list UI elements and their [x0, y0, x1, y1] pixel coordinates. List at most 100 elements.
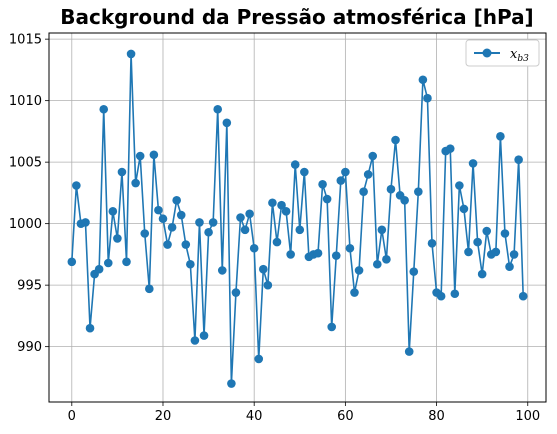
data-point	[414, 187, 423, 196]
data-point	[386, 184, 396, 194]
data-point	[240, 225, 250, 235]
data-point	[99, 104, 109, 114]
data-point	[81, 218, 90, 227]
data-point	[327, 322, 337, 332]
data-point	[113, 234, 122, 243]
data-point	[363, 170, 373, 179]
data-point	[249, 243, 259, 253]
y-tick-label: 1000	[9, 217, 42, 232]
data-point	[377, 225, 387, 235]
data-point	[409, 267, 419, 276]
data-point	[254, 354, 264, 364]
y-tick-label: 1010	[9, 94, 42, 109]
x-tick-label: 100	[515, 409, 540, 424]
data-point	[204, 227, 213, 237]
data-point	[126, 49, 136, 59]
data-point	[496, 132, 505, 141]
data-point	[290, 160, 300, 169]
data-point	[459, 204, 469, 214]
data-point	[140, 229, 150, 238]
x-tick-label: 0	[68, 409, 76, 424]
data-point	[236, 213, 245, 222]
data-point	[117, 167, 127, 177]
data-point	[259, 264, 268, 274]
data-point	[195, 218, 204, 227]
data-point	[263, 280, 273, 290]
data-point	[404, 347, 414, 356]
data-point	[300, 167, 309, 177]
data-point	[450, 289, 460, 299]
data-point	[103, 258, 113, 268]
data-point	[336, 176, 346, 185]
data-point	[514, 155, 523, 164]
data-point	[468, 159, 478, 168]
data-point	[318, 179, 327, 189]
y-tick-label: 1015	[9, 33, 42, 48]
data-point	[108, 207, 118, 216]
data-point	[464, 247, 473, 257]
x-tick-label: 40	[246, 409, 263, 424]
data-point	[213, 104, 223, 114]
data-point	[518, 291, 528, 301]
data-point	[286, 250, 295, 259]
data-point	[372, 259, 382, 269]
data-point	[222, 118, 232, 128]
legend: xb3	[465, 39, 540, 67]
legend-box	[465, 39, 540, 67]
y-tick-label: 995	[17, 279, 42, 294]
data-point	[491, 247, 501, 257]
data-point	[509, 250, 519, 259]
data-point	[154, 205, 163, 215]
data-point	[131, 178, 140, 188]
data-point	[158, 214, 168, 224]
data-point	[359, 187, 368, 196]
axis-ticks: 0 20 40 60 80 100 990 995 1000 1005 1010 1015	[9, 33, 540, 424]
data-point	[382, 255, 391, 264]
data-point	[400, 195, 409, 205]
data-point	[505, 262, 514, 272]
data-point	[281, 207, 291, 216]
data-point	[199, 331, 209, 340]
x-tick-label: 20	[155, 409, 172, 424]
data-point	[176, 210, 186, 220]
data-point	[455, 181, 464, 190]
data-point	[423, 93, 432, 103]
legend-label-main: x	[510, 47, 518, 62]
chart-title: Background da Pressão atmosférica [hPa]	[60, 5, 533, 29]
data-point	[181, 240, 191, 249]
data-point	[436, 291, 446, 301]
data-point	[477, 269, 487, 279]
data-point	[186, 259, 195, 269]
data-point	[295, 225, 305, 235]
data-point	[72, 181, 81, 190]
data-point	[350, 288, 359, 297]
data-point	[331, 251, 341, 260]
data-point	[245, 209, 254, 219]
data-point	[145, 284, 154, 294]
legend-label: xb3	[510, 47, 529, 64]
data-point	[445, 144, 455, 153]
series-layer	[67, 49, 528, 388]
data-point	[135, 151, 145, 161]
data-point	[368, 151, 378, 161]
data-point	[482, 226, 492, 236]
data-point	[231, 288, 241, 297]
data-point	[473, 237, 482, 247]
y-tick-label: 1005	[9, 156, 42, 171]
data-point	[172, 195, 181, 205]
data-point	[122, 257, 131, 267]
data-point	[167, 223, 177, 232]
x-tick-label: 60	[337, 409, 354, 424]
data-point	[94, 264, 104, 274]
data-point	[268, 198, 277, 208]
y-tick-label: 990	[17, 340, 42, 355]
x-tick-label: 80	[428, 409, 445, 424]
legend-label-subscript: b3	[517, 54, 529, 64]
data-point	[341, 167, 350, 177]
data-point	[277, 200, 286, 210]
data-point	[67, 257, 77, 267]
data-point	[345, 243, 355, 253]
data-point	[391, 135, 400, 145]
legend-marker-sample	[482, 48, 492, 58]
